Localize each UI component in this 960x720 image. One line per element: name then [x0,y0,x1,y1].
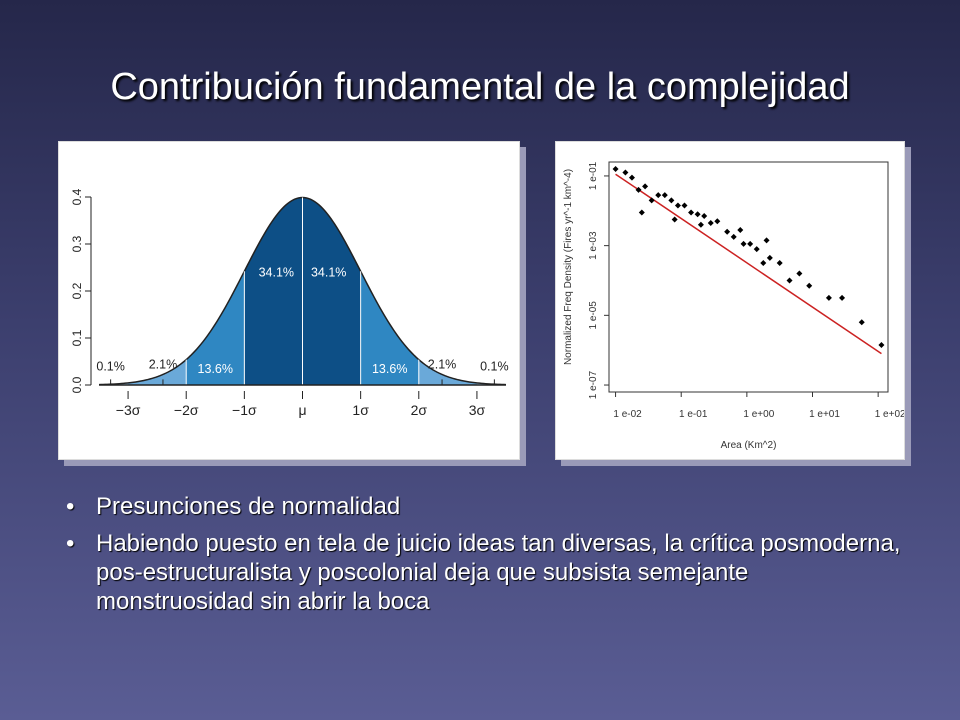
data-point [638,209,645,216]
x-tick-label: −1σ [232,402,257,418]
data-point [628,174,635,181]
region-percent-label: 13.6% [198,362,233,376]
region-percent-label: 34.1% [311,266,346,280]
x-tick-label: 1 e+00 [743,409,774,420]
region-percent-label: 34.1% [259,266,294,280]
plot-box [608,161,889,393]
normal-distribution-chart: 0.0 0.1 0.2 0.3 0.4 −3σ −2σ −1σ μ 1σ 2σ 3σ 0.1% 2.1% 1… [70,188,509,418]
y-tick-label: 0.2 [70,282,84,299]
x-axis-label: Area (Km^2) [721,440,777,451]
data-point [796,270,803,277]
data-point [776,260,783,267]
data-point [612,165,619,172]
data-point [642,183,649,190]
data-point [661,192,668,199]
fire-loglog-chart: 1 e-02 1 e-01 1 e+00 1 e+01 1 e+02 1 e-07 1 e-… [563,161,906,451]
bullet-dot: • [66,493,75,520]
distribution-band [302,197,361,385]
distribution-band [128,359,187,385]
y-tick-label: 0.4 [70,188,84,205]
data-point [694,211,701,218]
data-point [655,192,662,199]
data-point [806,282,813,289]
x-tick-label: −2σ [174,402,199,418]
normal-distribution-panel: 0.0 0.1 0.2 0.3 0.4 −3σ −2σ −1σ μ 1σ 2σ 3σ 0.1% 2.1% 1… [58,141,520,460]
data-point [671,216,678,223]
distribution-band [244,197,303,385]
bullet-item: • Habiendo puesto en tela de juicio idea… [64,529,904,616]
data-point [622,169,629,176]
data-point [760,260,767,267]
x-tick-label: −3σ [116,402,141,418]
x-tick-label: 2σ [411,402,428,418]
data-point [668,197,675,204]
y-tick-label: 1 e-05 [588,301,599,330]
slide-title: Contribución fundamental de la complejid… [110,66,850,108]
x-tick-label: 1 e+01 [809,409,840,420]
data-point [724,228,731,235]
data-point [858,319,865,326]
fire-loglog-panel: 1 e-02 1 e-01 1 e+00 1 e+01 1 e+02 1 e-07 1 e-… [555,141,906,460]
y-tick-label: 1 e-01 [588,161,599,190]
data-point [674,202,681,209]
region-percent-label: 0.1% [96,360,125,374]
data-point [737,226,744,233]
y-tick-label: 0.1 [70,329,84,346]
y-tick-label: 0.0 [70,376,84,393]
x-tick-label: μ [298,402,306,418]
bullet-text: Presunciones de normalidad [96,493,401,520]
x-tick-label: 1 e-02 [613,409,642,420]
bullet-list: • Presunciones de normalidad • Habiendo … [64,492,904,624]
bullet-item: • Presunciones de normalidad [64,492,904,521]
bullet-text: Habiendo puesto en tela de juicio ideas … [96,530,901,615]
data-point [878,341,885,348]
data-point [648,197,655,204]
data-point [707,219,714,226]
y-axis-label: Normalized Freq Density (Fires yr^-1 km^… [563,169,574,365]
fit-line [615,173,882,355]
data-point [697,221,704,228]
y-tick-label: 1 e-03 [588,231,599,260]
y-tick-label: 0.3 [70,235,84,252]
data-point [701,213,708,220]
data-point [763,237,770,244]
data-point [635,186,642,193]
y-tick-label: 1 e-07 [588,370,599,399]
data-point [839,294,846,301]
data-point [825,294,832,301]
data-point [714,218,721,225]
region-percent-label: 2.1% [149,357,178,371]
data-point [753,246,760,253]
data-point [681,202,688,209]
x-tick-label: 1 e+02 [875,409,904,420]
data-point [747,240,754,247]
distribution-band [418,359,477,385]
data-point [766,254,773,261]
data-point [730,233,737,240]
bullet-dot: • [66,530,75,557]
x-tick-label: 1 e-01 [679,409,708,420]
density-curve [98,196,507,386]
region-percent-label: 13.6% [372,362,407,376]
data-point [740,240,747,247]
region-percent-label: 0.1% [480,360,509,374]
region-percent-label: 2.1% [428,357,457,371]
x-tick-label: 3σ [469,402,486,418]
data-point [688,209,695,216]
x-tick-label: 1σ [352,402,369,418]
data-point [786,277,793,284]
